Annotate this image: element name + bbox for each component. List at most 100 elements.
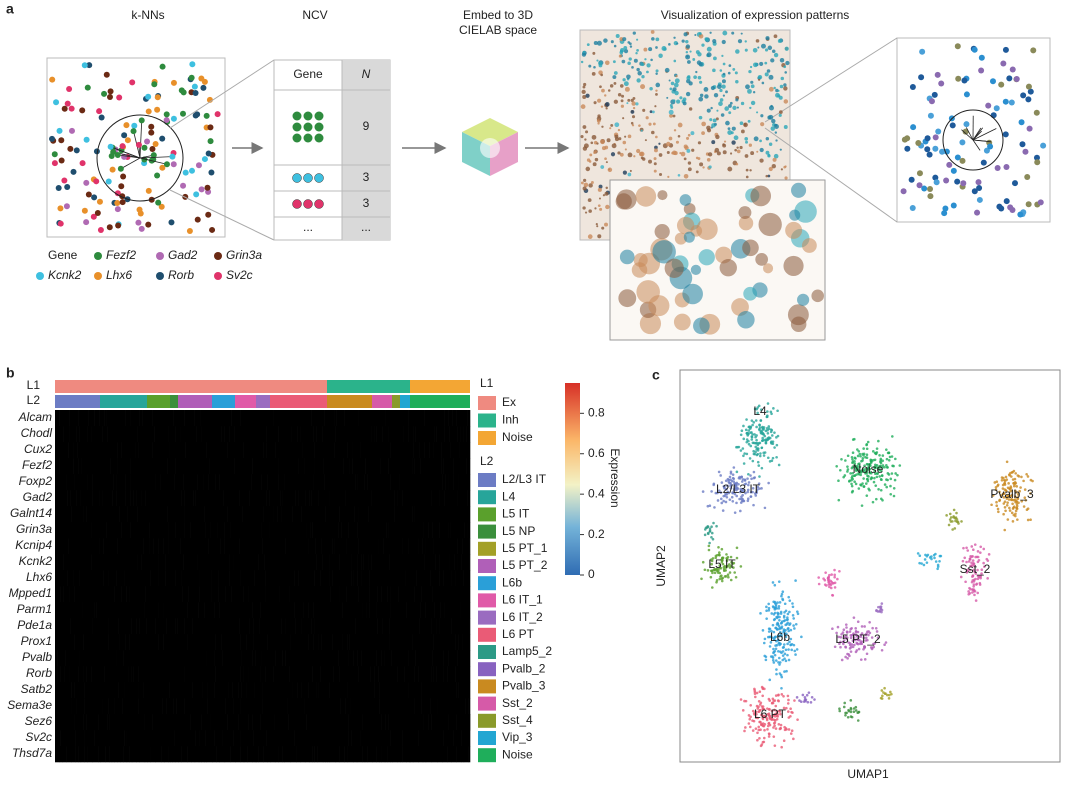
heatmap-cell — [456, 506, 461, 522]
heatmap-cell — [216, 714, 220, 730]
heatmap-cell — [189, 506, 193, 522]
heatmap-cell — [231, 714, 235, 730]
heatmap-cell — [457, 698, 461, 714]
umap-point — [793, 627, 796, 630]
heatmap-cell — [467, 682, 471, 698]
heatmap-cell — [138, 522, 142, 538]
umap-point — [787, 699, 790, 702]
cell-dot — [972, 47, 978, 53]
heatmap-cell — [357, 714, 359, 730]
umap-point — [743, 452, 746, 455]
cell-dot — [64, 184, 70, 190]
texture-dot — [655, 38, 659, 42]
heatmap-cell — [209, 506, 212, 522]
heatmap-cell — [221, 522, 224, 538]
cell-dot — [987, 144, 993, 150]
heatmap-cell — [81, 746, 85, 762]
umap-point — [731, 496, 734, 499]
heatmap-cell — [156, 714, 160, 730]
umap-point — [894, 479, 897, 482]
heatmap-cell — [97, 426, 100, 442]
heatmap-cell — [96, 442, 100, 458]
heatmap-cell — [268, 682, 270, 698]
heatmap-cell — [154, 586, 160, 602]
heatmap-cell — [440, 426, 444, 442]
heatmap-cell — [319, 730, 321, 746]
heatmap-cell — [331, 410, 335, 426]
heatmap-cell — [311, 506, 316, 522]
umap-point — [974, 543, 977, 546]
heatmap-cell — [198, 714, 202, 730]
heatmap-cell — [447, 570, 452, 586]
umap-point — [780, 595, 783, 598]
heatmap-cell — [125, 554, 130, 570]
heatmap-cell — [147, 490, 150, 506]
umap-point — [975, 599, 978, 602]
heatmap-cell — [250, 570, 254, 586]
heatmap-cell — [400, 410, 403, 426]
heatmap-cell — [300, 554, 303, 570]
heatmap-cell — [86, 602, 92, 618]
heatmap-cell — [248, 730, 254, 746]
texture-dot — [652, 110, 655, 113]
texture-dot — [772, 50, 776, 54]
heatmap-cell — [125, 730, 127, 746]
heatmap-cell — [429, 682, 432, 698]
heatmap-cell — [245, 490, 250, 506]
heatmap-cell — [302, 730, 308, 746]
heatmap-cell — [345, 554, 349, 570]
heatmap-cell — [295, 602, 299, 618]
heatmap-cell — [334, 602, 340, 618]
texture-dot — [673, 115, 676, 118]
heatmap-cell — [210, 458, 213, 474]
heatmap-cell — [469, 730, 470, 746]
texture-dot — [698, 157, 701, 160]
heatmap-cell — [458, 730, 462, 746]
cell-dot — [935, 72, 941, 78]
texture-dot — [644, 58, 646, 60]
umap-point — [787, 710, 790, 713]
heatmap-cell — [300, 474, 303, 490]
umap-point — [774, 654, 777, 657]
heatmap-cell — [308, 602, 311, 618]
heatmap-cell — [217, 426, 221, 442]
heatmap-cell — [432, 650, 438, 666]
heatmap-cell — [252, 426, 256, 442]
texture-dot — [585, 130, 588, 133]
heatmap-cell — [358, 650, 362, 666]
heatmap-cell — [359, 698, 364, 714]
heatmap-cell — [112, 746, 115, 762]
heatmap-cell — [319, 522, 325, 538]
texture-dot — [678, 123, 683, 128]
heatmap-cell — [284, 442, 290, 458]
heatmap-cell — [147, 474, 153, 490]
texture-dot — [601, 105, 603, 107]
heatmap-cell — [353, 442, 359, 458]
gene-label: Lhx6 — [26, 570, 52, 584]
heatmap-cell — [440, 570, 444, 586]
heatmap-cell — [415, 650, 420, 666]
heatmap-cell — [400, 714, 405, 730]
heatmap-cell — [100, 410, 104, 426]
heatmap-cell — [212, 746, 217, 762]
umap-point — [979, 551, 982, 554]
texture-dot — [709, 32, 711, 34]
heatmap-cell — [69, 410, 75, 426]
texture-dot — [630, 170, 632, 172]
cell-dot — [56, 185, 62, 191]
umap-point — [783, 616, 786, 619]
heatmap-cell — [444, 490, 448, 506]
heatmap-cell — [184, 554, 187, 570]
umap-point — [818, 583, 821, 586]
texture-cell — [691, 265, 701, 275]
heatmap-cell — [145, 698, 147, 714]
cell-dot — [144, 139, 150, 145]
heatmap-cell — [188, 458, 192, 474]
heatmap-cell — [341, 538, 347, 554]
heatmap-cell — [405, 522, 410, 538]
cell-dot — [938, 80, 944, 86]
heatmap-cell — [352, 410, 355, 426]
heatmap-cell — [296, 650, 301, 666]
heatmap-cell — [383, 666, 388, 682]
